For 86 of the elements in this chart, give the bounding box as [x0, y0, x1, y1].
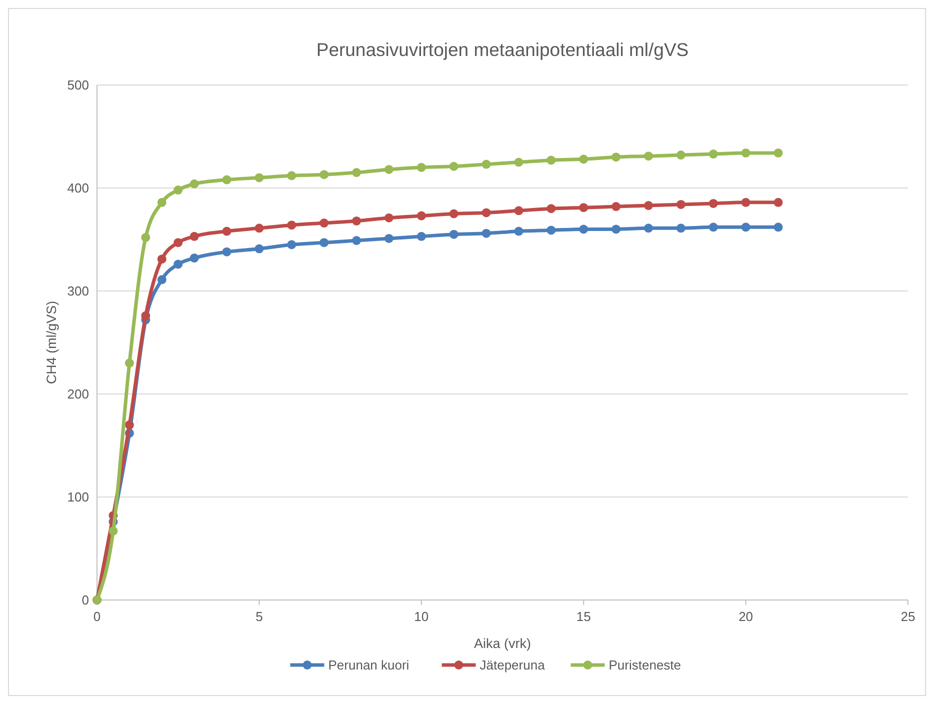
point [416, 162, 426, 172]
point [449, 162, 458, 171]
point [774, 222, 783, 232]
point [774, 148, 783, 158]
point [320, 218, 329, 228]
point [222, 247, 232, 256]
point [449, 230, 458, 239]
point [514, 206, 524, 216]
x-tick-label: 25 [900, 609, 916, 624]
point [141, 311, 150, 320]
legend-label: Jäteperuna [480, 658, 546, 672]
point [612, 224, 621, 234]
point [482, 160, 491, 169]
y-tick-label: 200 [67, 386, 89, 402]
point [320, 238, 329, 248]
point [416, 211, 426, 220]
point [384, 164, 394, 174]
point [320, 170, 329, 180]
point [546, 156, 556, 165]
point [108, 526, 118, 536]
point [612, 152, 621, 162]
point [124, 420, 134, 430]
y-tick-label: 400 [67, 180, 89, 196]
point [774, 198, 783, 207]
legend-label: Perunan kuori [328, 658, 410, 672]
point [708, 198, 718, 208]
point [579, 154, 588, 164]
point [174, 238, 183, 248]
legend-label: Puristeneste [608, 658, 682, 672]
point [384, 234, 394, 243]
point [708, 222, 718, 232]
y-axis-title: CH4 (ml/gVS) [44, 300, 59, 384]
x-tick-label: 5 [256, 609, 263, 624]
point [741, 222, 750, 232]
point [416, 232, 426, 241]
point [190, 232, 199, 241]
point [157, 254, 166, 264]
y-tick-label: 0 [82, 592, 89, 608]
point [482, 208, 491, 218]
point [676, 200, 686, 209]
point [708, 150, 718, 159]
point [644, 201, 653, 210]
point [612, 202, 621, 212]
point [741, 148, 750, 158]
point [352, 168, 362, 178]
point [190, 179, 199, 188]
point [352, 236, 362, 246]
point [254, 244, 264, 254]
point [174, 260, 183, 269]
point [222, 175, 232, 184]
point [644, 224, 653, 233]
point [157, 275, 166, 284]
point [514, 158, 524, 167]
point [482, 228, 491, 238]
point [174, 186, 183, 195]
point [287, 220, 296, 230]
point [546, 204, 556, 214]
point [190, 254, 199, 263]
point [384, 213, 394, 222]
point [676, 224, 686, 233]
point [514, 226, 524, 236]
point [254, 224, 264, 233]
y-tick-label: 100 [67, 490, 89, 504]
y-tick-label: 300 [67, 284, 89, 298]
point [741, 198, 750, 207]
point [644, 152, 653, 161]
x-tick-label: 20 [738, 609, 754, 624]
point [222, 226, 232, 236]
point [141, 232, 150, 242]
point [579, 224, 588, 234]
point [579, 203, 588, 212]
x-axis-title: Aika (vrk) [474, 636, 531, 651]
point [287, 240, 296, 250]
point [546, 226, 556, 235]
point [676, 150, 686, 160]
x-tick-label: 0 [93, 609, 101, 624]
point [124, 358, 134, 368]
point [157, 198, 166, 207]
point [449, 209, 458, 218]
point [254, 173, 264, 182]
x-tick-label: 15 [576, 609, 591, 624]
chart-title: Perunasivuvirtojen metaanipotentiaali ml/gVS [316, 39, 689, 60]
point [352, 216, 362, 226]
y-tick-label: 500 [67, 78, 89, 92]
x-tick-label: 10 [414, 609, 429, 624]
point [287, 171, 296, 180]
